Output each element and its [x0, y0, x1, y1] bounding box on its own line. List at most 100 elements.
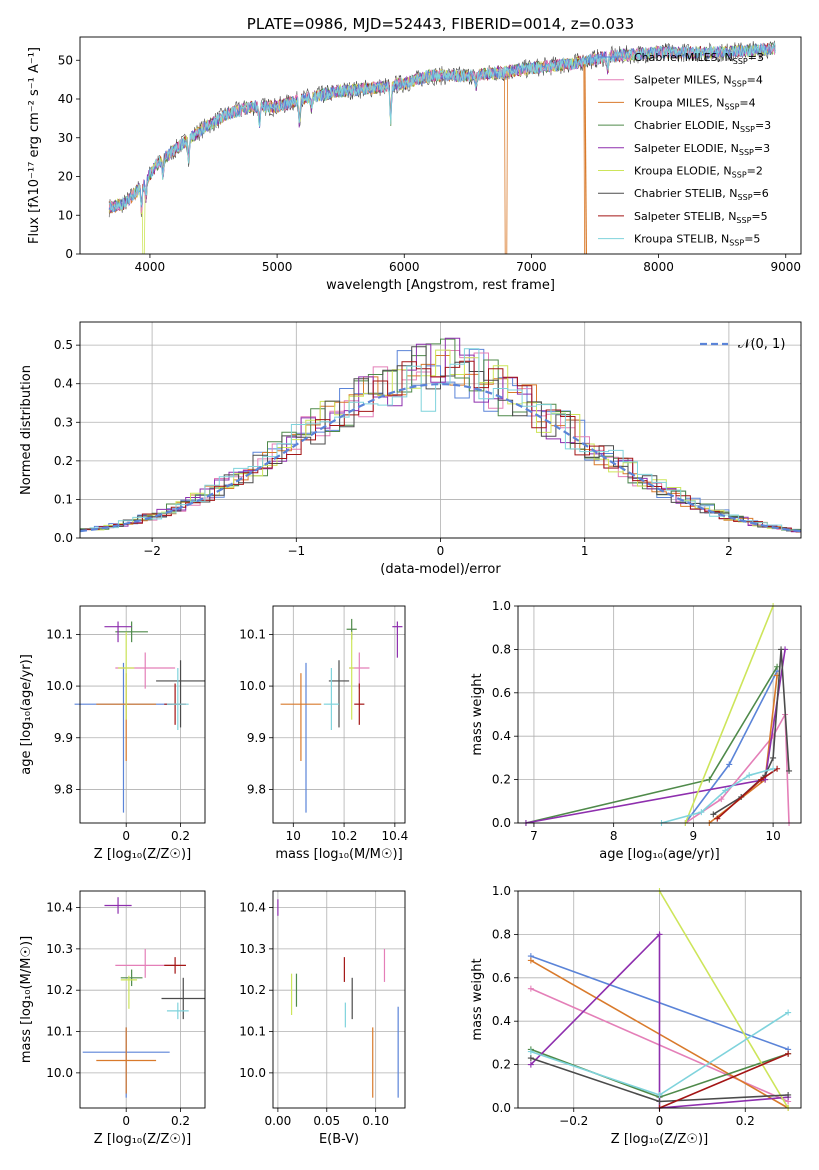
y-tick-label: 10.0 — [239, 679, 266, 693]
y-tick-label: 0.6 — [492, 971, 511, 985]
x-tick-label: 0 — [437, 544, 445, 558]
y-tick-label: 20 — [58, 170, 73, 184]
panel-mass_vs_ebv: 0.00 0.05 0.10 10.0 10.1 10.2 10.3 10.4 E(B-V) — [239, 890, 406, 1147]
axes: −2 −1 0 1 2 0.0 0.1 0.2 0.3 0.4 0.5 (data-model)/er… — [19, 321, 802, 577]
y-tick-label: 0.0 — [54, 531, 73, 545]
axes-frame — [79, 36, 802, 255]
y-tick-label: 10.0 — [46, 679, 73, 693]
x-tick-label: 0 — [122, 829, 130, 843]
histogram-salpeter_elodie — [84, 337, 801, 533]
axes-frame — [272, 890, 406, 1109]
marker-kroupa_miles — [527, 957, 534, 964]
axes: 7 8 9 10 0.0 0.2 0.4 0.6 0.8 1.0 age [log₁₀(age/yr… — [470, 599, 802, 862]
axes-frame — [517, 605, 802, 824]
y-tick-label: 1.0 — [492, 599, 511, 613]
y-tick-label: 0.6 — [492, 686, 511, 700]
legend-label-chabrier_elodie: Chabrier ELODIE, NSSP=3 — [634, 119, 771, 134]
plot-area — [277, 899, 399, 1098]
panel-mass_vs_Z: 0 0.2 10.0 10.1 10.2 10.3 10.4 Z [log₁₀(Z/Z☉)] m… — [19, 890, 206, 1147]
panel-residuals: −2 −1 0 1 2 0.0 0.1 0.2 0.3 0.4 0.5 (data-model)/er… — [19, 321, 802, 577]
y-axis-label: mass weight — [470, 958, 485, 1040]
y-tick-label: 10.0 — [46, 1066, 73, 1080]
y-tick-label: 0.5 — [54, 338, 73, 352]
y-axis-label: mass [log₁₀(M/M☉)] — [19, 936, 34, 1063]
legend-label-chabrier_miles: Chabrier MILES, NSSP=3 — [634, 51, 764, 66]
y-tick-label: 10.1 — [239, 627, 266, 641]
legend-label-salpeter_miles: Salpeter MILES, NSSP=4 — [634, 74, 763, 89]
errorbar-salpeter_stelib — [354, 683, 365, 725]
panel-age_vs_mass: 10 10.2 10.4 9.8 9.9 10.0 10.1 mass [log₁₀(M/M☉… — [239, 605, 408, 862]
grid — [273, 891, 405, 1108]
x-axis-label: age [log₁₀(age/yr)] — [599, 847, 720, 862]
grid — [518, 605, 801, 824]
axes-frame — [272, 605, 406, 824]
normal-curve — [79, 382, 802, 533]
marker-chabrier_stelib — [786, 767, 793, 774]
histogram-salpeter_stelib — [84, 360, 801, 532]
marker-salpeter_miles — [527, 985, 534, 992]
marker-salpeter_miles — [718, 796, 725, 803]
errorbar-chabrier_stelib — [161, 977, 205, 1020]
histogram-chabrier_elodie — [80, 338, 801, 530]
y-tick-label: 0.1 — [54, 492, 73, 506]
spectrum-line-salpeter_miles — [108, 43, 776, 213]
spectrum-line-chabrier_miles — [108, 43, 776, 213]
y-tick-label: 9.9 — [247, 731, 266, 745]
y-tick-label: 0.0 — [492, 1101, 511, 1115]
y-tick-label: 0.4 — [54, 377, 73, 391]
y-tick-label: 10.3 — [46, 942, 73, 956]
marker-kroupa_stelib — [698, 809, 705, 816]
axes-frame — [79, 890, 206, 1109]
marker-kroupa_stelib — [746, 772, 753, 779]
x-tick-label: 0.2 — [171, 1114, 190, 1128]
y-tick-label: 40 — [58, 92, 73, 106]
x-tick-label: 0.10 — [362, 1114, 389, 1128]
panel-spectrum: 4000 5000 6000 7000 8000 9000 0 10 20 30 40 50 wavel… — [27, 36, 802, 293]
x-tick-label: 8000 — [643, 260, 674, 274]
y-tick-label: 0.2 — [492, 1058, 511, 1072]
marker-chabrier_stelib — [770, 754, 777, 761]
errorbar-chabrier_stelib — [328, 660, 350, 728]
legend-label-kroupa_elodie: Kroupa ELODIE, NSSP=2 — [634, 165, 763, 180]
chart-title: PLATE=0986, MJD=52443, FIBERID=0014, z=0… — [247, 15, 634, 33]
errorbar-kroupa_elodie — [349, 631, 355, 720]
plot-area — [74, 621, 205, 813]
y-tick-label: 10.2 — [46, 983, 73, 997]
x-tick-label: 4000 — [135, 260, 166, 274]
x-axis-label: Z [log₁₀(Z/Z☉)] — [94, 847, 191, 862]
y-axis-label: mass weight — [470, 673, 485, 755]
x-tick-label: 0.2 — [736, 1114, 755, 1128]
errorbar-salpeter_elodie — [392, 621, 403, 658]
panel-mass_weight_vs_age: 7 8 9 10 0.0 0.2 0.4 0.6 0.8 1.0 age [log₁₀(age/yr… — [470, 599, 802, 862]
x-axis-label: mass [log₁₀(M/M☉)] — [275, 847, 402, 862]
errorbar-salpeter_elodie — [104, 621, 132, 643]
plot-area — [108, 40, 776, 255]
x-tick-label: 10 — [765, 829, 780, 843]
x-tick-label: 0.00 — [265, 1114, 292, 1128]
y-tick-label: 10.3 — [239, 942, 266, 956]
x-tick-label: 1 — [581, 544, 589, 558]
marker-chabrier_miles — [726, 761, 733, 768]
x-tick-label: −0.2 — [559, 1114, 588, 1128]
panel-age_vs_Z: 0 0.2 9.8 9.9 10.0 10.1 Z [log₁₀(Z/Z☉)] age [lo… — [19, 605, 206, 862]
errorbar-chabrier_stelib — [156, 660, 205, 728]
y-tick-label: 10.4 — [239, 901, 266, 915]
axes-frame — [79, 321, 802, 539]
x-axis-label: E(B-V) — [319, 1132, 359, 1147]
y-tick-label: 0.8 — [492, 642, 511, 656]
legend-label-chabrier_stelib: Chabrier STELIB, NSSP=6 — [634, 187, 769, 202]
y-tick-label: 0.3 — [54, 415, 73, 429]
x-axis-label: wavelength [Angstrom, rest frame] — [326, 278, 555, 293]
marker-salpeter_stelib — [714, 815, 721, 822]
errorbar-salpeter_miles — [115, 652, 176, 689]
legend-label-salpeter_elodie: Salpeter ELODIE, NSSP=3 — [634, 142, 770, 157]
x-tick-label: 8 — [610, 829, 618, 843]
x-tick-label: 10.2 — [331, 829, 358, 843]
x-tick-label: 7 — [530, 829, 538, 843]
axes: 4000 5000 6000 7000 8000 9000 0 10 20 30 40 50 wavel… — [27, 36, 802, 293]
legend-label-kroupa_stelib: Kroupa STELIB, NSSP=5 — [634, 233, 760, 248]
histogram-kroupa_stelib — [89, 348, 801, 532]
marker-chabrier_stelib — [710, 811, 717, 818]
errorbar-kroupa_stelib — [323, 668, 339, 730]
x-tick-label: 5000 — [262, 260, 293, 274]
